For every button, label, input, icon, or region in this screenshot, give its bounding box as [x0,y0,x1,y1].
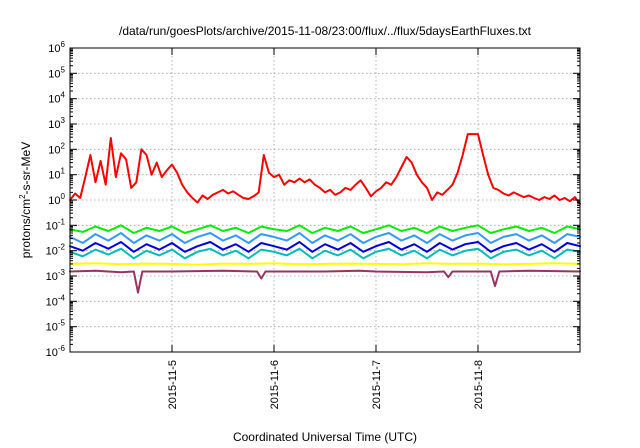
x-tick-label: 2015-11-8 [473,360,485,409]
y-tick-base: 10 [46,322,58,334]
y-tick-label: 100 [48,192,65,207]
series-line [69,232,581,244]
y-tick-base: 10 [48,144,60,156]
y-tick-exponent: -4 [58,293,66,302]
y-axis-label: protons/cm2-s-sr-MeV [18,142,33,258]
y-tick-labels: 10-610-510-410-310-210-11001011021031041… [46,40,66,359]
y-tick-base: 10 [46,296,58,308]
series-line [69,269,581,294]
y-tick-exponent: -5 [58,319,66,328]
series-line [69,247,581,260]
y-tick-exponent: 5 [61,65,66,74]
y-tick-exponent: 3 [61,116,66,125]
y-tick-base: 10 [48,170,60,182]
y-axis-label-sup: 2 [18,194,27,199]
x-tick-label: 2015-11-6 [269,360,281,409]
y-tick-exponent: -1 [58,217,66,226]
y-tick-label: 103 [48,116,65,131]
y-tick-label: 10-1 [46,217,66,232]
chart-title: /data/run/goesPlots/archive/2015-11-08/2… [119,24,532,38]
series-lines [69,133,581,294]
y-tick-exponent: 2 [61,141,66,150]
y-tick-label: 10-5 [46,319,66,334]
y-tick-exponent: -2 [58,243,66,252]
y-axis-label-main: protons/cm [19,199,33,258]
y-tick-label: 101 [48,167,65,182]
grid-lines [70,48,580,352]
y-tick-label: 104 [48,91,65,106]
y-tick-exponent: 6 [61,40,66,49]
y-tick-exponent: -6 [58,344,66,353]
series-line [69,133,581,205]
y-tick-exponent: 4 [61,91,66,100]
y-axis-label-tail: -s-sr-MeV [19,142,33,195]
y-tick-base: 10 [46,347,58,359]
y-tick-base: 10 [48,119,60,131]
y-tick-label: 105 [48,65,65,80]
series-line [69,241,581,253]
y-tick-label: 10-3 [46,268,66,283]
x-tick-label: 2015-11-7 [371,360,383,409]
y-tick-label: 10-6 [46,344,66,359]
y-tick-label: 106 [48,40,65,55]
x-axis-label: Coordinated Universal Time (UTC) [233,430,417,444]
x-tick-labels: 2015-11-5 2015-11-6 2015-11-7 2015-11-8 [167,360,485,409]
y-tick-base: 10 [48,195,60,207]
y-tick-label: 10-2 [46,243,66,258]
y-tick-label: 10-4 [46,293,66,308]
y-tick-base: 10 [46,246,58,258]
y-tick-base: 10 [46,271,58,283]
y-tick-exponent: 1 [61,167,66,176]
y-tick-base: 10 [46,220,58,232]
series-line [69,224,581,234]
y-tick-exponent: -3 [58,268,66,277]
y-tick-exponent: 0 [61,192,66,201]
y-tick-base: 10 [48,43,60,55]
y-tick-base: 10 [48,94,60,106]
x-tick-label: 2015-11-5 [167,360,179,409]
y-tick-label: 102 [48,141,65,156]
series-line [69,262,581,266]
axis-ticks [70,47,580,353]
y-tick-base: 10 [48,68,60,80]
